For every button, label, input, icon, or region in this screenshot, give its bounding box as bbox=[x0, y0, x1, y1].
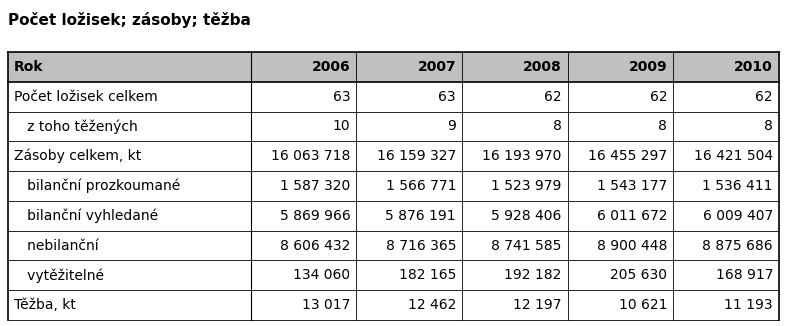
Text: 9: 9 bbox=[447, 119, 456, 133]
Text: 12 197: 12 197 bbox=[513, 298, 562, 312]
Text: 2010: 2010 bbox=[734, 60, 773, 74]
Text: 1 536 411: 1 536 411 bbox=[703, 179, 773, 193]
Text: 2007: 2007 bbox=[417, 60, 456, 74]
Text: 5 928 406: 5 928 406 bbox=[491, 209, 562, 223]
Text: 10: 10 bbox=[333, 119, 350, 133]
Text: Rok: Rok bbox=[14, 60, 43, 74]
Text: 5 869 966: 5 869 966 bbox=[279, 209, 350, 223]
Text: 6 011 672: 6 011 672 bbox=[597, 209, 667, 223]
Bar bbox=[8, 52, 779, 82]
Text: Počet ložisek; zásoby; těžba: Počet ložisek; zásoby; těžba bbox=[8, 12, 251, 28]
Bar bbox=[8, 260, 779, 290]
Text: 2006: 2006 bbox=[312, 60, 350, 74]
Text: 16 193 970: 16 193 970 bbox=[482, 149, 562, 163]
Text: 16 421 504: 16 421 504 bbox=[694, 149, 773, 163]
Text: 63: 63 bbox=[438, 90, 456, 104]
Text: 8 900 448: 8 900 448 bbox=[597, 239, 667, 253]
Text: 62: 62 bbox=[544, 90, 562, 104]
Text: bilanční vyhledané: bilanční vyhledané bbox=[14, 209, 158, 223]
Text: Počet ložisek celkem: Počet ložisek celkem bbox=[14, 90, 157, 104]
Text: 10 621: 10 621 bbox=[619, 298, 667, 312]
Text: Zásoby celkem, kt: Zásoby celkem, kt bbox=[14, 149, 141, 163]
Text: vytěžitelné: vytěžitelné bbox=[14, 268, 104, 283]
Text: 8 606 432: 8 606 432 bbox=[280, 239, 350, 253]
Text: 192 182: 192 182 bbox=[504, 268, 562, 282]
Text: 12 462: 12 462 bbox=[408, 298, 456, 312]
Text: 63: 63 bbox=[333, 90, 350, 104]
Text: nebilanční: nebilanční bbox=[14, 239, 98, 253]
Text: 62: 62 bbox=[756, 90, 773, 104]
Text: 2008: 2008 bbox=[523, 60, 562, 74]
Text: Těžba, kt: Těžba, kt bbox=[14, 298, 76, 312]
Bar bbox=[8, 82, 779, 111]
Text: 8: 8 bbox=[553, 119, 562, 133]
Text: 1 543 177: 1 543 177 bbox=[597, 179, 667, 193]
Text: 16 159 327: 16 159 327 bbox=[377, 149, 456, 163]
Text: 1 566 771: 1 566 771 bbox=[386, 179, 456, 193]
Bar bbox=[8, 111, 779, 141]
Text: 5 876 191: 5 876 191 bbox=[386, 209, 456, 223]
Text: 1 587 320: 1 587 320 bbox=[280, 179, 350, 193]
Text: 11 193: 11 193 bbox=[724, 298, 773, 312]
Text: 2009: 2009 bbox=[629, 60, 667, 74]
Text: 8 741 585: 8 741 585 bbox=[491, 239, 562, 253]
Text: 8 875 686: 8 875 686 bbox=[702, 239, 773, 253]
Text: 16 063 718: 16 063 718 bbox=[271, 149, 350, 163]
Text: 6 009 407: 6 009 407 bbox=[703, 209, 773, 223]
Bar bbox=[8, 290, 779, 320]
Text: 1 523 979: 1 523 979 bbox=[491, 179, 562, 193]
Text: 16 455 297: 16 455 297 bbox=[588, 149, 667, 163]
Text: 8 716 365: 8 716 365 bbox=[386, 239, 456, 253]
Text: z toho těžených: z toho těžených bbox=[14, 119, 138, 134]
Text: 62: 62 bbox=[650, 90, 667, 104]
Text: bilanční prozkoumané: bilanční prozkoumané bbox=[14, 179, 180, 193]
Text: 205 630: 205 630 bbox=[611, 268, 667, 282]
Text: 8: 8 bbox=[659, 119, 667, 133]
Bar bbox=[8, 201, 779, 231]
Text: 134 060: 134 060 bbox=[294, 268, 350, 282]
Text: 13 017: 13 017 bbox=[302, 298, 350, 312]
Text: 168 917: 168 917 bbox=[715, 268, 773, 282]
Bar bbox=[8, 171, 779, 201]
Text: 8: 8 bbox=[764, 119, 773, 133]
Bar bbox=[8, 231, 779, 260]
Bar bbox=[8, 141, 779, 171]
Text: 182 165: 182 165 bbox=[399, 268, 456, 282]
